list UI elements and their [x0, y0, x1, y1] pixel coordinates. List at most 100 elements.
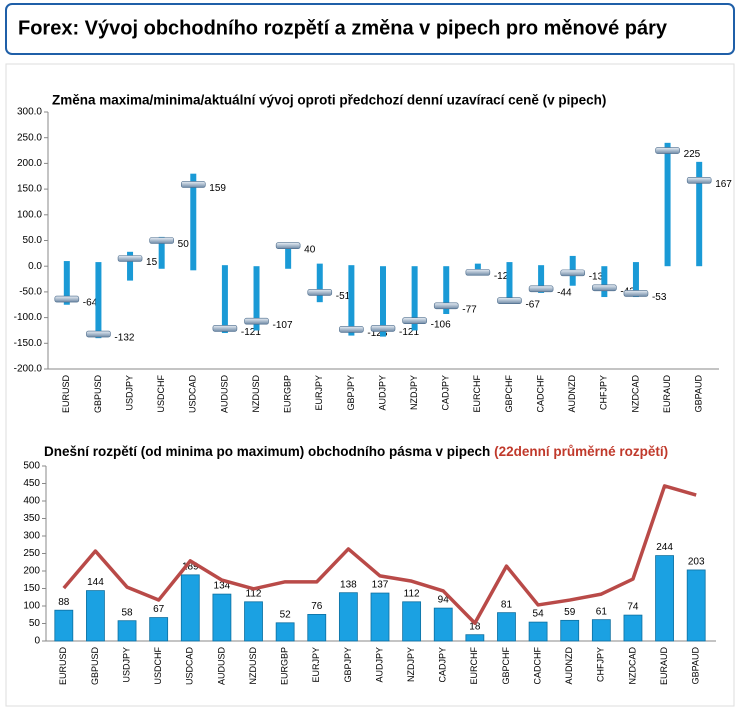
- x-tick-label: EURCHF: [472, 374, 482, 412]
- page-title: Forex: Vývoj obchodního rozpětí a změna …: [18, 17, 668, 39]
- value-label: 67: [153, 604, 165, 615]
- x-tick-label: USDJPY: [121, 647, 131, 683]
- y-tick-label: -200.0: [14, 364, 43, 375]
- bar: [560, 619, 580, 642]
- bar: [686, 569, 706, 642]
- bar: [244, 601, 263, 642]
- value-label: -67: [525, 299, 540, 310]
- x-tick-label: CADJPY: [438, 647, 448, 683]
- bar: [275, 622, 295, 642]
- x-tick-label: USDCAD: [188, 375, 198, 414]
- x-tick-label: GBPAUD: [691, 647, 701, 685]
- x-tick-label: CADCHF: [532, 646, 542, 684]
- value-label: 138: [340, 579, 357, 590]
- y-tick-label: 50.0: [23, 235, 43, 246]
- x-tick-label: NZDUSD: [251, 375, 261, 413]
- x-tick-label: CADJPY: [441, 375, 451, 411]
- current-marker: [465, 269, 491, 276]
- x-tick-label: CHFJPY: [596, 647, 606, 682]
- range-bar: [538, 265, 545, 293]
- x-tick-label: NZDCAD: [630, 375, 640, 413]
- current-marker: [686, 177, 712, 184]
- range-bar: [380, 266, 386, 337]
- y-tick-label: 300: [23, 531, 40, 542]
- y-tick-label: -100.0: [14, 312, 43, 323]
- y-tick-label: -50.0: [19, 287, 42, 298]
- x-tick-label: EURCHF: [469, 646, 479, 684]
- x-tick-label: GBPCHF: [504, 375, 514, 413]
- current-marker: [149, 237, 174, 244]
- chart-title: Změna maxima/minima/aktuální vývoj oprot…: [52, 93, 606, 108]
- value-label: 50: [178, 239, 190, 250]
- y-tick-label: 450: [23, 478, 40, 489]
- y-tick-label: 250.0: [17, 132, 42, 143]
- x-tick-label: EURJPY: [311, 647, 321, 683]
- x-tick-label: USDCAD: [185, 647, 195, 686]
- value-label: 76: [311, 601, 323, 612]
- x-tick-label: EURGBP: [283, 375, 293, 413]
- x-tick-label: AUDJPY: [374, 647, 384, 683]
- bar: [149, 617, 169, 642]
- y-tick-label: -150.0: [14, 338, 43, 349]
- value-label: 112: [246, 588, 262, 599]
- value-label: 167: [715, 179, 732, 190]
- y-tick-label: 0: [34, 636, 40, 647]
- x-tick-label: GBPJPY: [343, 647, 353, 683]
- y-tick-label: 400: [23, 496, 40, 507]
- range-bar: [253, 266, 260, 331]
- bar: [180, 574, 200, 642]
- x-tick-label: USDCHF: [153, 646, 163, 684]
- current-marker: [528, 285, 554, 293]
- range-bar: [696, 161, 703, 267]
- range-bar: [411, 266, 418, 331]
- current-marker: [433, 302, 459, 310]
- x-tick-label: NZDJPY: [409, 375, 419, 410]
- chart-title: Dnešní rozpětí (od minima po maximum) ob…: [44, 444, 668, 459]
- range-bar: [127, 251, 134, 281]
- value-label: -132: [114, 333, 134, 344]
- panel: [5, 63, 735, 707]
- value-label: 18: [469, 621, 481, 632]
- y-tick-label: 150.0: [17, 184, 42, 195]
- y-tick-label: 100: [23, 601, 40, 612]
- current-marker: [339, 326, 364, 333]
- range-bar: [632, 262, 639, 298]
- value-label: -53: [652, 292, 667, 303]
- range-bar: [63, 261, 70, 305]
- x-tick-label: GBPAUD: [694, 375, 704, 413]
- range-bar: [95, 262, 102, 339]
- x-tick-label: NZDUSD: [248, 647, 258, 685]
- value-label: 144: [87, 577, 104, 588]
- x-tick-label: USDJPY: [124, 375, 134, 411]
- bar: [497, 612, 516, 642]
- value-label: 159: [209, 183, 226, 194]
- range-bar: [316, 263, 323, 303]
- x-tick-label: CADCHF: [535, 374, 545, 412]
- y-tick-label: 200.0: [17, 158, 42, 169]
- value-label: 40: [304, 244, 316, 255]
- value-label: 134: [214, 581, 231, 592]
- x-tick-label: GBPCHF: [501, 647, 511, 685]
- current-marker: [592, 284, 617, 292]
- value-label: 54: [533, 609, 545, 620]
- y-tick-label: 200: [23, 566, 40, 577]
- y-tick-label: 250: [23, 548, 40, 559]
- current-marker: [497, 297, 522, 304]
- bar: [307, 614, 327, 642]
- value-label: -51: [336, 291, 351, 302]
- bar: [117, 620, 137, 642]
- x-tick-label: AUDUSD: [216, 647, 226, 686]
- range-bar: [190, 173, 197, 271]
- range-bar: [443, 266, 450, 315]
- x-tick-label: NZDJPY: [406, 647, 416, 682]
- range-bar: [506, 262, 513, 304]
- range-bar: [348, 265, 355, 336]
- chart-title-main: Dnešní rozpětí (od minima po maximum) ob…: [44, 444, 490, 459]
- y-tick-label: 150: [23, 583, 40, 594]
- header-box: [5, 3, 735, 55]
- value-label: -44: [557, 287, 572, 298]
- x-tick-label: GBPUSD: [93, 375, 103, 414]
- value-label: 74: [627, 602, 639, 613]
- bar: [591, 619, 611, 642]
